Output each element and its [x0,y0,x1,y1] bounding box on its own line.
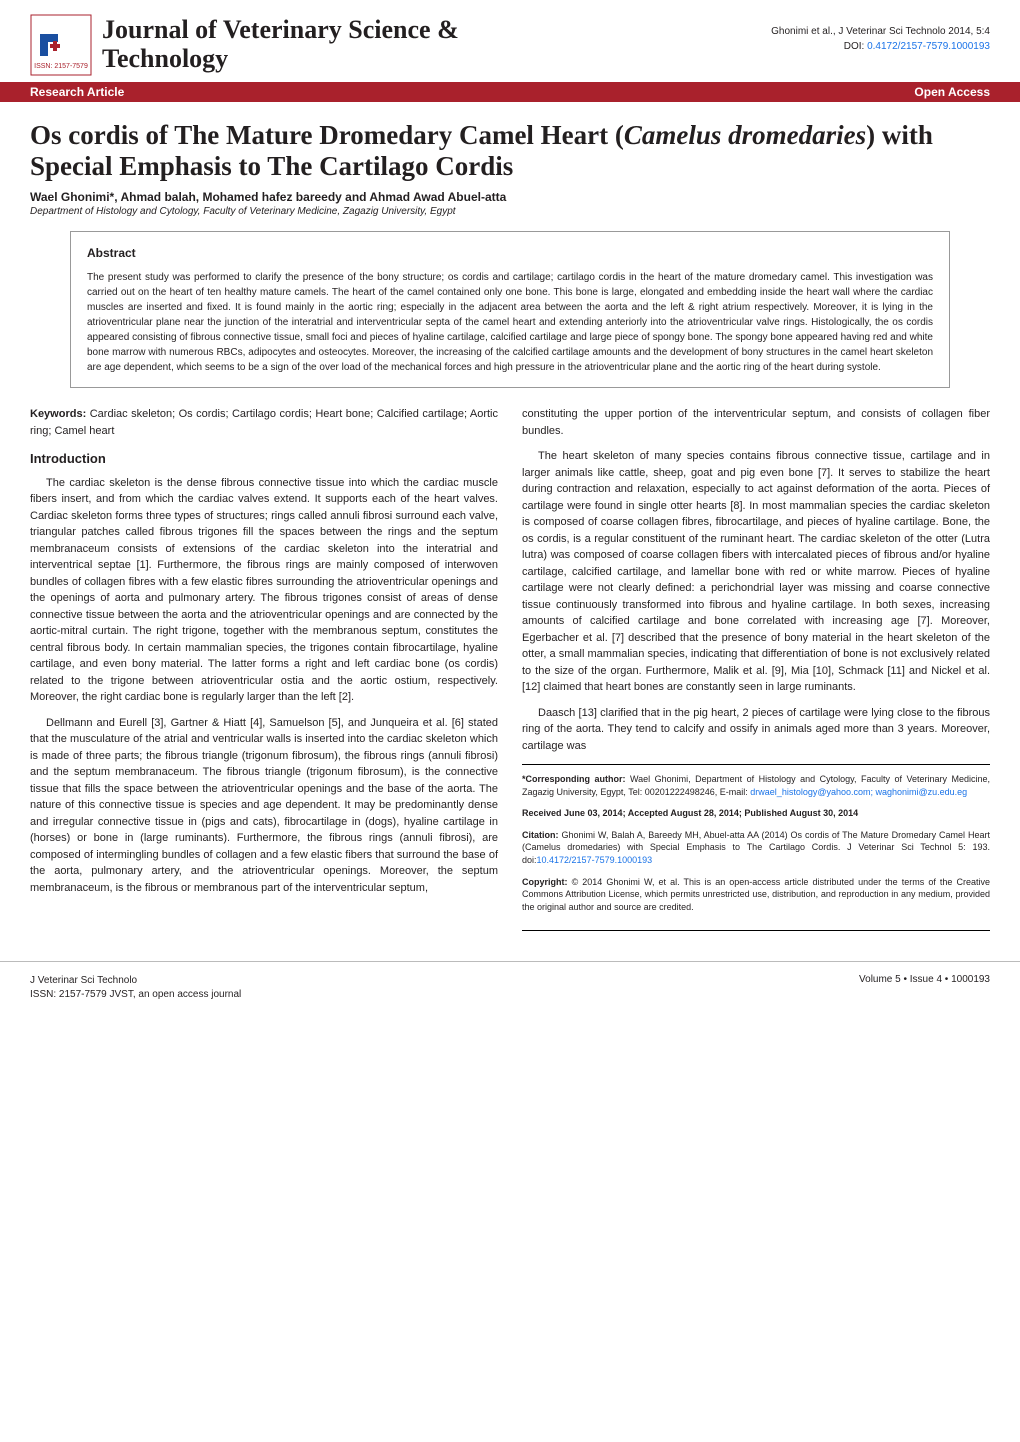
affiliation: Department of Histology and Cytology, Fa… [30,206,990,217]
two-columns: Keywords: Cardiac skeleton; Os cordis; C… [30,406,990,931]
abstract-text: The present study was performed to clari… [87,272,933,373]
corr-email[interactable]: drwael_histology@yahoo.com; waghonimi@zu… [750,787,967,797]
right-column: constituting the upper portion of the in… [522,406,990,931]
journal-logo-icon: ISSN: 2157-7579 [30,14,92,76]
intro-p2: Dellmann and Eurell [3], Gartner & Hiatt… [30,715,498,897]
received-date: Received June 03, 2014; Accepted August … [522,808,858,818]
article-body: Os cordis of The Mature Dromedary Camel … [0,102,1020,961]
left-column: Keywords: Cardiac skeleton; Os cordis; C… [30,406,498,931]
title-species: Camelus dromedaries [624,120,866,150]
correspondence-box: *Corresponding author: Wael Ghonimi, Dep… [522,764,990,931]
abstract-heading: Abstract [87,244,933,262]
footer-right: Volume 5 • Issue 4 • 1000193 [859,974,990,1002]
copyright-label: Copyright: [522,877,568,887]
footer-journal-short: J Veterinar Sci Technolo [30,974,241,988]
page-footer: J Veterinar Sci Technolo ISSN: 2157-7579… [0,961,1020,1014]
header-left: ISSN: 2157-7579 Journal of Veterinary Sc… [30,14,502,76]
section-bar: Research Article Open Access [0,82,1020,102]
introduction-heading: Introduction [30,449,498,469]
doi-label: DOI: [844,41,865,52]
intro-p1: The cardiac skeleton is the dense fibrou… [30,475,498,706]
right-p2: The heart skeleton of many species conta… [522,448,990,696]
header-right: Ghonimi et al., J Veterinar Sci Technolo… [771,14,990,54]
page-header: ISSN: 2157-7579 Journal of Veterinary Sc… [0,0,1020,82]
footer-issn: ISSN: 2157-7579 JVST, an open access jou… [30,988,241,1002]
corresponding-author: *Corresponding author: Wael Ghonimi, Dep… [522,773,990,798]
right-p1: constituting the upper portion of the in… [522,406,990,439]
doi-line: DOI: 0.4172/2157-7579.1000193 [771,39,990,54]
citation-block: Citation: Ghonimi W, Balah A, Bareedy MH… [522,829,990,867]
footer-left: J Veterinar Sci Technolo ISSN: 2157-7579… [30,974,241,1002]
keywords-text: Cardiac skeleton; Os cordis; Cartilago c… [30,408,498,437]
keywords-label: Keywords: [30,408,86,420]
svg-text:ISSN: 2157-7579: ISSN: 2157-7579 [34,63,88,70]
citation-doi[interactable]: 10.4172/2157-7579.1000193 [537,855,653,865]
doi-value[interactable]: 0.4172/2157-7579.1000193 [867,41,990,52]
bar-left: Research Article [30,85,124,99]
title-pre: Os cordis of The Mature Dromedary Camel … [30,120,624,150]
corr-label: *Corresponding author: [522,774,625,784]
abstract-box: Abstract The present study was performed… [70,231,950,388]
citation-short: Ghonimi et al., J Veterinar Sci Technolo… [771,24,990,39]
authors: Wael Ghonimi*, Ahmad balah, Mohamed hafe… [30,190,990,204]
copyright-text: © 2014 Ghonimi W, et al. This is an open… [522,877,990,912]
right-p3: Daasch [13] clarified that in the pig he… [522,705,990,755]
journal-name: Journal of Veterinary Science & Technolo… [102,16,502,73]
article-title: Os cordis of The Mature Dromedary Camel … [30,120,990,182]
keywords-line: Keywords: Cardiac skeleton; Os cordis; C… [30,406,498,439]
dates-line: Received June 03, 2014; Accepted August … [522,807,990,820]
citation-label: Citation: [522,830,559,840]
copyright-block: Copyright: © 2014 Ghonimi W, et al. This… [522,876,990,914]
bar-right: Open Access [914,85,990,99]
